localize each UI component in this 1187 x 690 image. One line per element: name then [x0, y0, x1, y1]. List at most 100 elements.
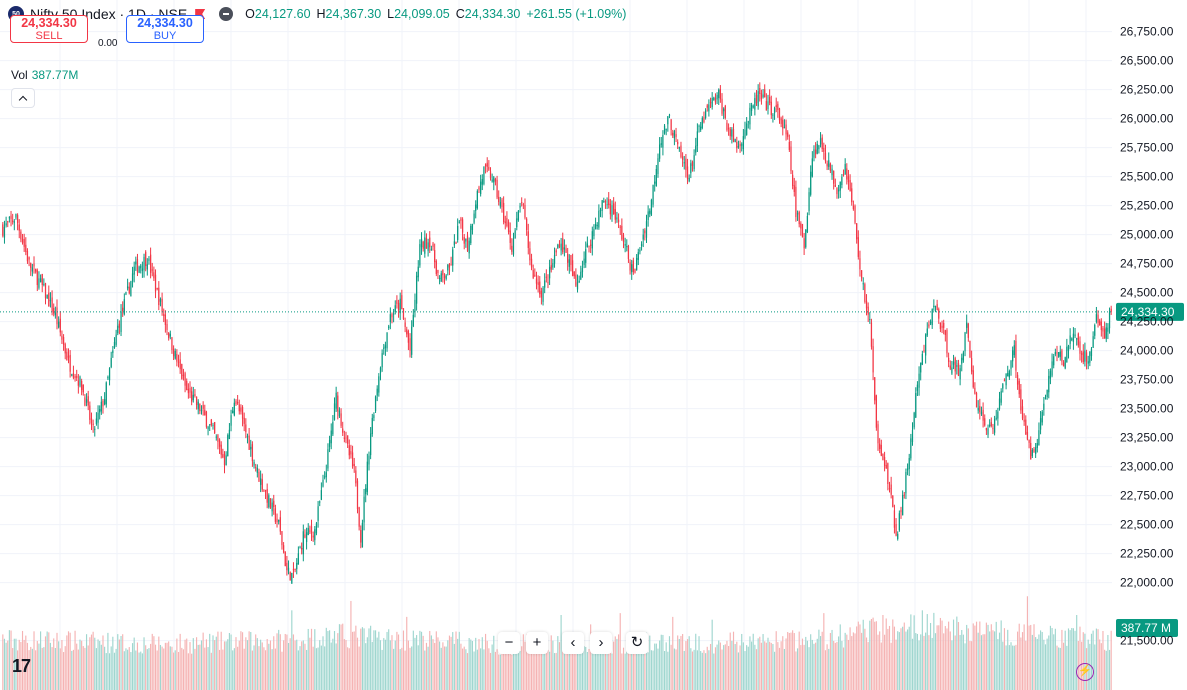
volume-bar: [194, 648, 196, 690]
volume-bar: [218, 649, 221, 690]
grid-lines: [0, 0, 1112, 690]
volume-bar: [530, 640, 533, 690]
candle-body: [590, 244, 592, 246]
candle-body: [525, 218, 528, 231]
candle-body: [92, 423, 94, 426]
volume-bar: [475, 637, 477, 690]
scroll-left-button[interactable]: ‹: [562, 632, 584, 654]
candle-body: [1092, 336, 1094, 348]
candle-body: [652, 184, 654, 205]
candle-body: [348, 445, 350, 456]
volume-bar: [946, 628, 948, 690]
candle-body: [41, 274, 43, 285]
candle-body: [1077, 333, 1079, 346]
volume-bar: [1039, 630, 1042, 690]
candle-body: [145, 251, 147, 267]
y-tick-label: 23,250.00: [1120, 431, 1174, 445]
zoom-out-button[interactable]: −: [498, 632, 520, 654]
volume-bar: [304, 643, 306, 690]
volume-bar: [340, 624, 342, 690]
volume-bar: [898, 632, 900, 690]
volume-bar: [161, 646, 163, 690]
candle-body: [128, 286, 130, 294]
volume-bar: [342, 623, 344, 690]
candle-body: [409, 338, 411, 351]
candle-body: [322, 479, 324, 487]
volume-bar: [141, 653, 143, 690]
candle-body: [657, 158, 659, 175]
volume-bar: [910, 614, 912, 690]
volume-bar: [209, 633, 211, 690]
volume-bar: [711, 619, 713, 690]
candle-body: [501, 199, 503, 208]
candle-body: [580, 271, 582, 280]
candle-body: [959, 368, 961, 380]
candle-body: [429, 237, 431, 248]
volume-bar: [501, 645, 503, 690]
volume-bar: [731, 640, 733, 690]
reset-chart-button[interactable]: ↻: [626, 632, 648, 654]
volume-bar: [496, 649, 498, 690]
minus-circle-icon[interactable]: [219, 7, 234, 21]
candle-body: [527, 231, 529, 248]
volume-bar: [307, 628, 309, 690]
volume-bar: [686, 639, 689, 690]
volume-bar: [629, 650, 631, 690]
volume-bar: [26, 642, 29, 690]
candle-body: [23, 238, 25, 247]
tradingview-logo-icon[interactable]: 17: [12, 656, 31, 676]
candle-body: [614, 209, 616, 220]
volume-bar: [724, 644, 726, 690]
volume-bar: [72, 649, 75, 690]
volume-bar: [550, 635, 552, 690]
candle-body: [30, 263, 32, 268]
candle-body: [205, 411, 208, 427]
candle-body: [465, 238, 467, 242]
candle-body: [760, 93, 763, 100]
buy-button[interactable]: 24,334.30 BUY: [126, 15, 204, 43]
candle-body: [1090, 348, 1093, 356]
candle-body: [865, 300, 868, 309]
volume-bar: [954, 635, 956, 690]
candle-body: [287, 567, 290, 572]
sell-button[interactable]: 24,334.30 SELL: [10, 15, 88, 43]
candle-body: [852, 205, 855, 210]
volume-bar: [283, 640, 285, 690]
candle-body: [581, 268, 584, 273]
candle-body: [163, 314, 165, 316]
candle-body: [264, 490, 267, 492]
volume-bar: [370, 625, 372, 690]
candle-body: [1046, 389, 1048, 398]
volume-bar: [824, 650, 827, 690]
scroll-right-button[interactable]: ›: [590, 632, 612, 654]
candle-body: [309, 530, 311, 532]
candle-body: [255, 467, 257, 469]
candle-body: [681, 156, 684, 160]
volume-bar: [92, 631, 94, 690]
candle-body: [187, 388, 189, 394]
volume-bar: [805, 636, 807, 690]
volume-bar: [769, 641, 771, 690]
candle-body: [578, 280, 580, 283]
collapse-chevron-icon[interactable]: [11, 88, 35, 108]
volume-bar: [150, 643, 152, 690]
candle-body: [411, 326, 413, 355]
volume-bar: [734, 644, 736, 690]
volume-bar: [417, 645, 419, 690]
zoom-in-button[interactable]: +: [526, 632, 548, 654]
volume-bar: [596, 649, 598, 690]
candle-body: [905, 471, 907, 494]
candle-body: [169, 333, 171, 337]
volume-bar: [772, 644, 774, 690]
candle-body: [388, 326, 390, 328]
candle-body: [1085, 352, 1088, 362]
candle-body: [974, 387, 976, 394]
volume-bar: [499, 654, 501, 690]
candle-body: [902, 494, 904, 516]
y-tick-label: 25,250.00: [1120, 199, 1174, 213]
open-label: O: [245, 7, 255, 21]
candle-body: [788, 141, 790, 150]
lightning-icon[interactable]: ⚡: [1076, 663, 1094, 681]
candle-body: [1033, 449, 1035, 452]
